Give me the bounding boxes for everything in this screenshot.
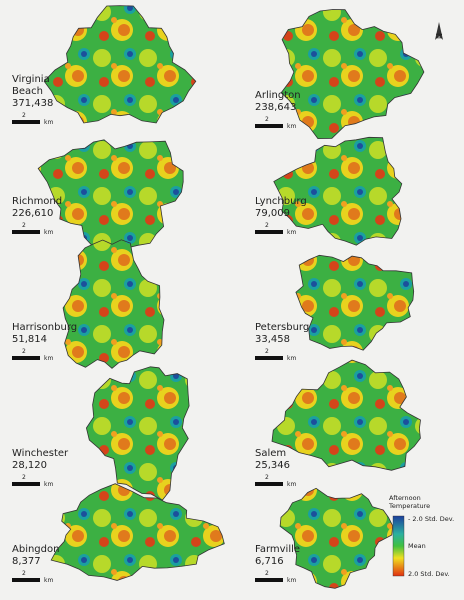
city-name: Virginia Beach xyxy=(12,74,50,97)
scale-unit: km xyxy=(287,123,297,130)
scale-bar-line xyxy=(12,356,40,360)
scale-unit: km xyxy=(287,481,297,488)
city-name: Abingdon xyxy=(12,544,60,555)
scale-unit: km xyxy=(44,355,54,362)
scale-value: 2 xyxy=(22,570,26,577)
city-name: Harrisonburg xyxy=(12,322,78,333)
scale-bar-line xyxy=(255,124,283,128)
scale-value: 2 xyxy=(265,222,269,229)
scale-bar-line xyxy=(255,230,283,234)
city-heat-map xyxy=(271,359,421,471)
scale-bar-line xyxy=(255,356,283,360)
city-name: Farmville xyxy=(255,544,301,555)
scale-unit: km xyxy=(287,229,297,236)
scale-unit: km xyxy=(44,481,54,488)
legend-low: - 2.0 Std. Dev. xyxy=(408,515,455,523)
scale-value: 2 xyxy=(22,222,26,229)
city-heat-map xyxy=(85,366,190,501)
legend-high: 2.0 Std. Dev. xyxy=(408,570,450,578)
city-name: Lynchburg xyxy=(255,196,307,207)
city-population: 226,610 xyxy=(12,208,54,219)
scale-unit: km xyxy=(287,355,297,362)
city-shapes xyxy=(37,5,425,589)
scale-value: 2 xyxy=(265,116,269,123)
city-population: 25,346 xyxy=(255,460,290,471)
city-heat-map xyxy=(50,483,225,581)
legend-colorbar xyxy=(392,515,405,577)
city-heat-map xyxy=(62,239,165,369)
legend-title: Afternoon Temperature xyxy=(389,494,431,510)
north-label: N xyxy=(434,33,444,39)
scale-value: 2 xyxy=(22,348,26,355)
scale-value: 2 xyxy=(22,474,26,481)
city-heat-map xyxy=(37,139,184,260)
scale-bar-line xyxy=(255,482,283,486)
scale-unit: km xyxy=(44,229,54,236)
city-population: 51,814 xyxy=(12,334,47,345)
city-population: 28,120 xyxy=(12,460,47,471)
city-population: 33,458 xyxy=(255,334,290,345)
city-heat-map xyxy=(43,5,197,124)
scale-bar-line xyxy=(12,482,40,486)
scale-value: 2 xyxy=(265,348,269,355)
city-population: 8,377 xyxy=(12,556,41,567)
city-heat-map xyxy=(279,487,394,589)
city-name: Richmond xyxy=(12,196,63,207)
north-arrow xyxy=(435,22,443,40)
scale-bar-line xyxy=(12,120,40,124)
city-heat-map xyxy=(295,254,415,351)
scale-value: 2 xyxy=(22,112,26,119)
city-name: Salem xyxy=(255,448,287,459)
city-name: Petersburg xyxy=(255,322,310,333)
city-heat-map xyxy=(280,9,425,140)
scale-value: 2 xyxy=(265,474,269,481)
city-heat-map xyxy=(273,136,403,246)
city-name: Winchester xyxy=(12,448,69,459)
city-population: 238,643 xyxy=(255,102,297,113)
city-name: Arlington xyxy=(255,90,301,101)
scale-unit: km xyxy=(44,577,54,584)
scale-value: 2 xyxy=(265,570,269,577)
city-population: 79,009 xyxy=(255,208,290,219)
scale-unit: km xyxy=(44,119,54,126)
scale-unit: km xyxy=(287,577,297,584)
legend-mid: Mean xyxy=(408,542,426,550)
scale-bar-line xyxy=(255,578,283,582)
scale-bar-line xyxy=(12,578,40,582)
scale-bar-line xyxy=(12,230,40,234)
city-population: 6,716 xyxy=(255,556,284,567)
city-population: 371,438 xyxy=(12,98,54,109)
